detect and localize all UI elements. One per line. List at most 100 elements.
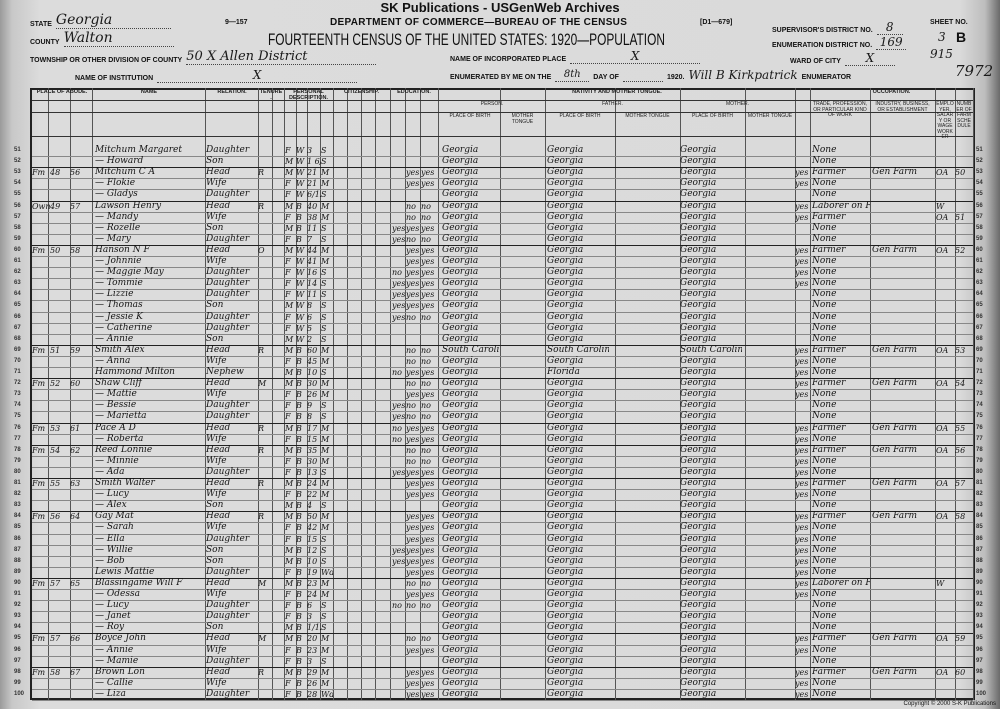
cell-sex: M bbox=[285, 334, 294, 344]
cell-occ: Farmer bbox=[812, 244, 846, 255]
cell-fbp: Georgia bbox=[547, 422, 584, 433]
cell-sex: M bbox=[285, 623, 294, 633]
incorporated-field: NAME OF INCORPORATED PLACE X bbox=[450, 49, 701, 64]
cell-rel: Nephew bbox=[206, 367, 244, 377]
cell-sex: F bbox=[285, 412, 291, 422]
cell-age: 20 bbox=[307, 634, 318, 644]
cell-sch: yes bbox=[392, 301, 406, 311]
line-number: 95 bbox=[14, 635, 21, 642]
cell-race: B bbox=[296, 501, 302, 511]
line-number: 88 bbox=[976, 557, 983, 564]
cell-mbp: Georgia bbox=[680, 244, 717, 255]
cell-race: B bbox=[296, 390, 302, 400]
cell-age: 44 bbox=[307, 245, 318, 255]
cell-rel: Daughter bbox=[206, 233, 250, 244]
cell-occ: Farmer bbox=[812, 666, 846, 677]
cell-mbp: Georgia bbox=[680, 489, 717, 500]
row-rule bbox=[32, 677, 973, 679]
cell-age: 7 bbox=[307, 234, 313, 244]
cell-farm: 54 bbox=[955, 379, 966, 389]
cell-sch: yes bbox=[392, 234, 406, 244]
cell-sex: M bbox=[285, 556, 294, 566]
line-number: 66 bbox=[14, 313, 21, 320]
cell-dw: 52 bbox=[50, 379, 61, 389]
cell-rd: no bbox=[406, 379, 416, 389]
cell-race: B bbox=[296, 523, 302, 533]
cell-occ: None bbox=[812, 489, 837, 500]
institution-field: NAME OF INSTITUTION X bbox=[75, 68, 358, 83]
cell-name: — Mary bbox=[95, 233, 131, 244]
line-number: 83 bbox=[14, 502, 21, 509]
household-rule bbox=[32, 422, 973, 424]
cell-rd: no bbox=[406, 356, 416, 366]
cell-occ: Farmer bbox=[812, 378, 846, 389]
cell-fam: 56 bbox=[70, 168, 81, 178]
line-number: 75 bbox=[976, 413, 983, 420]
cell-sex: M bbox=[285, 223, 294, 233]
cell-mbp: Georgia bbox=[680, 189, 717, 200]
line-number: 87 bbox=[976, 546, 983, 553]
cell-age: 23 bbox=[307, 645, 318, 655]
cell-mbp: Georgia bbox=[680, 500, 717, 511]
cell-name: Lawson Henry bbox=[95, 200, 162, 211]
cell-age: 42 bbox=[307, 523, 318, 533]
line-number: 54 bbox=[14, 180, 21, 187]
cell-race: B bbox=[296, 656, 302, 666]
row-rule bbox=[32, 500, 973, 502]
cell-age: 38 bbox=[307, 212, 318, 222]
cell-bp: Georgia bbox=[442, 311, 479, 322]
cell-sex: F bbox=[285, 234, 291, 244]
cell-eng: yes bbox=[795, 590, 809, 599]
day-of-label: DAY OF bbox=[593, 74, 619, 81]
cell-age: 50 bbox=[307, 512, 318, 522]
cell-mbp: Georgia bbox=[680, 677, 717, 688]
line-number: 55 bbox=[976, 191, 983, 198]
cell-name: Smith Alex bbox=[95, 344, 145, 355]
column-group-header: Personal description. bbox=[288, 89, 329, 101]
cell-rel: Daughter bbox=[206, 600, 250, 611]
stamp-number: 915 bbox=[930, 47, 953, 61]
cell-wr: no bbox=[421, 312, 431, 322]
household-rule bbox=[32, 167, 973, 169]
cell-age: 11 bbox=[307, 223, 318, 233]
row-rule bbox=[32, 589, 973, 590]
cell-farm: 52 bbox=[955, 245, 966, 255]
row-rule bbox=[32, 555, 973, 557]
cell-occ: Farmer bbox=[812, 344, 846, 355]
cell-fbp: Georgia bbox=[547, 555, 584, 566]
cell-name: — Mamie bbox=[95, 655, 139, 666]
cell-sex: F bbox=[285, 656, 291, 666]
line-number: 55 bbox=[14, 191, 21, 198]
cell-wr: no bbox=[421, 212, 431, 222]
cell-dw: 56 bbox=[50, 512, 61, 522]
line-number: 81 bbox=[14, 480, 21, 486]
cell-sex: M bbox=[285, 512, 294, 522]
cell-ms: S bbox=[321, 545, 327, 555]
cell-sex: F bbox=[285, 434, 291, 444]
cell-mbp: Georgia bbox=[680, 666, 717, 677]
cell-sex: M bbox=[285, 168, 294, 178]
cell-rd: no bbox=[406, 401, 416, 411]
line-number: 60 bbox=[976, 246, 983, 253]
cell-race: B bbox=[296, 601, 302, 611]
cell-fbp: Georgia bbox=[547, 622, 584, 633]
cell-age: 23 bbox=[307, 578, 318, 588]
cell-sex: M bbox=[285, 479, 294, 488]
cell-race: B bbox=[296, 678, 302, 688]
cell-wr: yes bbox=[421, 467, 435, 477]
cell-sex: F bbox=[285, 689, 291, 699]
cell-mbp: Georgia bbox=[680, 178, 717, 189]
line-number: 66 bbox=[976, 313, 983, 320]
cell-rel: Head bbox=[206, 444, 231, 455]
cell-rd: no bbox=[406, 312, 416, 322]
cell-mbp: Georgia bbox=[680, 633, 717, 644]
cell-ten: M bbox=[258, 578, 267, 588]
cell-rel: Head bbox=[206, 378, 231, 389]
cell-fbp: Georgia bbox=[547, 145, 584, 155]
cell-emp: OA bbox=[936, 345, 949, 355]
cell-rel: Son bbox=[206, 500, 224, 511]
line-number: 82 bbox=[14, 491, 21, 498]
cell-name: Hanson N F bbox=[95, 244, 150, 255]
cell-sch: yes bbox=[392, 223, 406, 233]
cell-mbp: Georgia bbox=[680, 167, 717, 178]
